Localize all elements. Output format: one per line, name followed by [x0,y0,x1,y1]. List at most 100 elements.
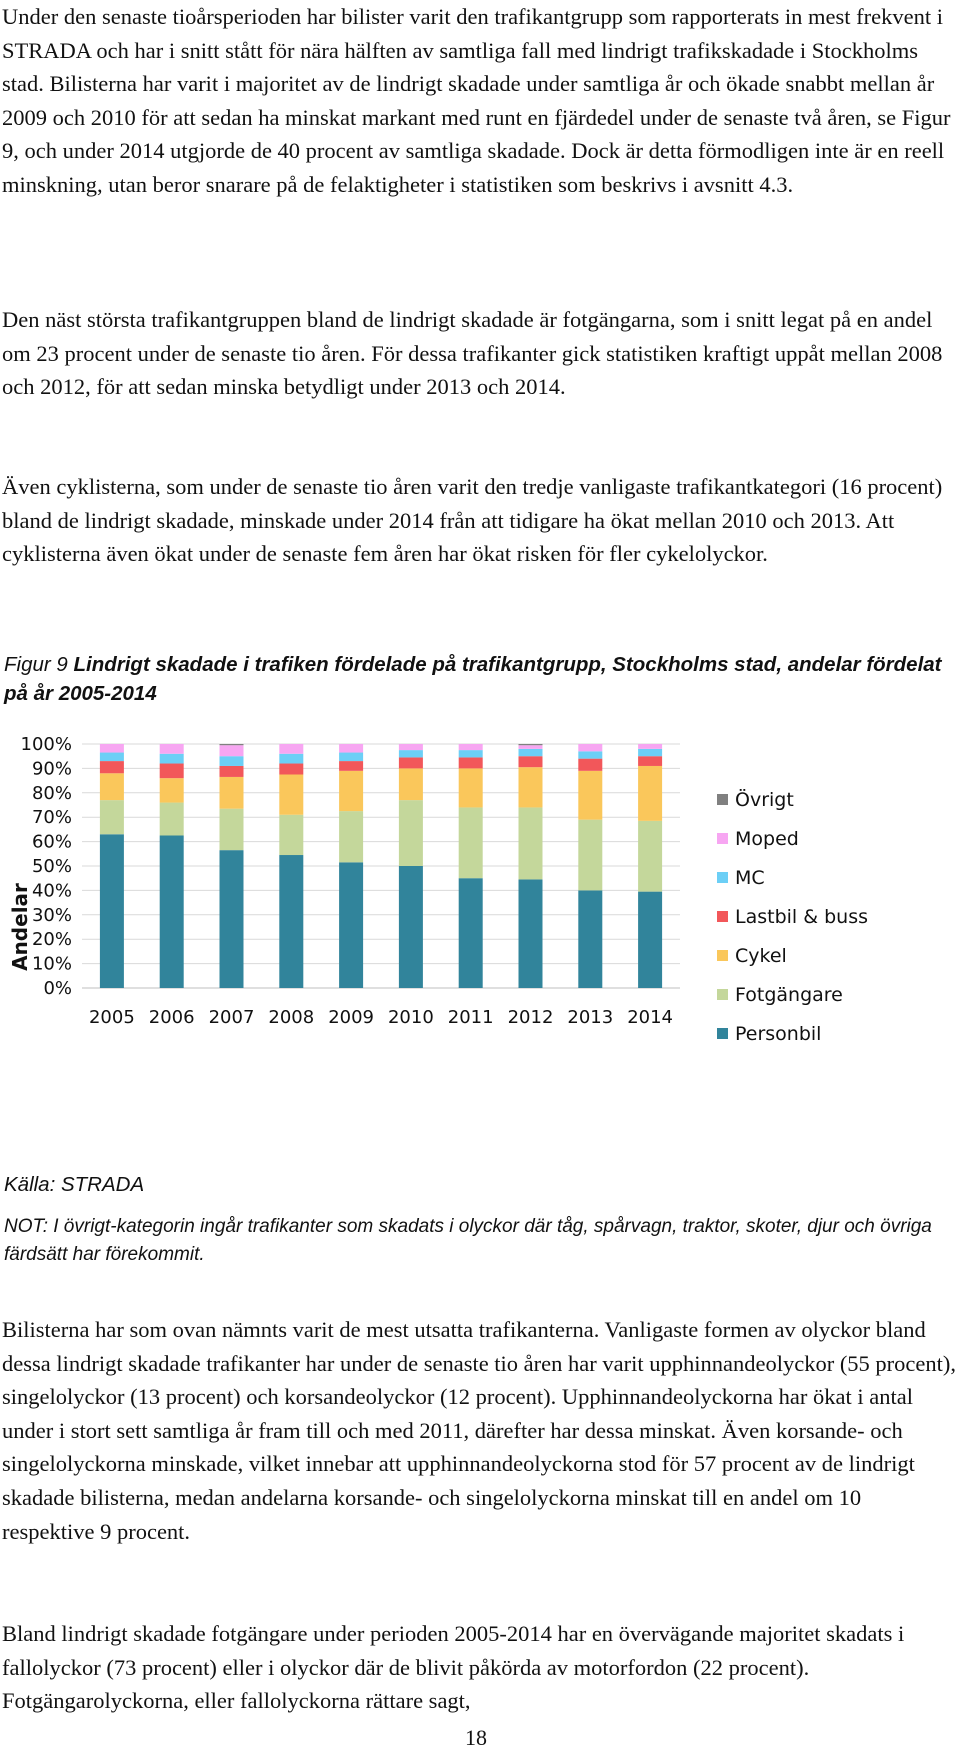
y-tick-label: 100% [21,734,72,755]
bar-segment-2012-personbil [518,879,543,988]
bar-segment-2007-moped [219,745,244,757]
bar-segment-2007-cykel [219,776,244,809]
x-tick-label: 2007 [209,1007,255,1028]
y-tick-label: 40% [32,880,72,901]
figure-note: NOT: I övrigt-kategorin ingår trafikante… [4,1216,932,1265]
bar-segment-2008-lastbil-buss [279,763,304,775]
bar-segment-2008-cykel [279,774,304,815]
bar-segment-2014-lastbil-buss [638,756,663,766]
y-tick-label: 20% [32,929,72,950]
bar-segment-2012-moped [518,745,543,749]
bar-segment-2005-cykel [99,773,124,801]
bar-segment-2009-moped [339,744,364,753]
bar-segment-2013-mc [578,751,603,759]
bar-segment-2005-personbil [99,834,124,988]
chart-x-ticks: 2005 2006 2007 2008 2009 2010 2011 2012 2013 2014 [89,1007,673,1028]
y-axis-label: Andelar [8,883,32,971]
bar-segment-2008-fotgängare [279,814,304,856]
bar-segment-2010-moped [398,744,423,751]
legend-label: Personbil [735,1023,821,1045]
bar-segment-2011-moped [458,744,483,751]
bar-segment-2006-personbil [159,835,184,988]
x-tick-label: 2006 [149,1007,195,1028]
bar-segment-2005-moped [99,744,124,753]
legend-swatch [717,1028,728,1039]
legend-label: MC [735,867,765,889]
bar-segment-2011-cykel [458,768,483,808]
bar-segment-2010-cykel [398,768,423,801]
bar-segment-2011-fotgängare [458,807,483,879]
legend-swatch [717,911,728,922]
bar-segment-2009-mc [339,752,364,762]
bar-segment-2007-övrigt [219,744,244,746]
bar-segment-2009-lastbil-buss [339,761,364,771]
bar-segment-2013-fotgängare [578,819,603,891]
bar-segment-2007-fotgängare [219,808,244,851]
bar-segment-2006-moped [159,744,184,754]
y-tick-label: 10% [32,954,72,975]
chart-bars [99,744,663,988]
y-tick-label: 50% [32,856,72,877]
bar-segment-2009-personbil [339,862,364,988]
x-tick-label: 2005 [89,1007,135,1028]
legend-swatch [717,989,728,1000]
x-tick-label: 2013 [567,1007,613,1028]
bar-segment-2008-moped [279,744,304,754]
y-tick-label: 90% [32,758,72,779]
bar-segment-2012-övrigt [518,744,543,746]
legend-swatch [717,833,728,844]
y-tick-label: 70% [32,807,72,828]
bar-segment-2006-cykel [159,778,184,803]
bar-segment-2010-personbil [398,866,423,988]
legend-swatch [717,950,728,961]
x-tick-label: 2011 [448,1007,494,1028]
bar-segment-2012-lastbil-buss [518,756,543,768]
bar-segment-2006-fotgängare [159,802,184,836]
bar-segment-2007-lastbil-buss [219,765,244,777]
chart-legend: Övrigt Moped MC Lastbil & buss Cykel Fotgänga… [717,788,868,1045]
bar-segment-2010-lastbil-buss [398,757,423,769]
bar-segment-2011-lastbil-buss [458,757,483,769]
bar-segment-2012-fotgängare [518,807,543,880]
paragraph-bilister: Under den senaste tioårsperioden har bil… [2,4,951,197]
bar-segment-2010-fotgängare [398,800,423,866]
figure-source: Källa: STRADA [4,1173,145,1196]
bar-segment-2013-personbil [578,890,603,988]
bar-segment-2013-lastbil-buss [578,758,603,771]
bar-segment-2011-mc [458,750,483,758]
figure-caption: Figur 9 Lindrigt skadade i trafiken förd… [4,650,954,708]
legend-label: Fotgängare [735,984,843,1006]
bar-segment-2012-cykel [518,767,543,808]
bar-segment-2007-personbil [219,850,244,988]
paragraph-olyckstyper-bilister: Bilisterna har som ovan nämnts varit de … [2,1317,957,1544]
bar-segment-2013-cykel [578,770,603,820]
bar-segment-2014-cykel [638,765,663,821]
x-tick-label: 2008 [268,1007,314,1028]
x-tick-label: 2009 [328,1007,374,1028]
paragraph-fotgangare: Den näst största trafikantgruppen bland … [2,307,943,400]
legend-swatch [717,794,728,805]
legend-label: Lastbil & buss [735,906,868,928]
paragraph-fotgangare-olyckor: Bland lindrigt skadade fotgängare under … [2,1621,905,1714]
bar-segment-2014-mc [638,748,663,757]
bar-segment-2014-fotgängare [638,820,663,892]
bar-segment-2007-mc [219,756,244,766]
bar-segment-2005-fotgängare [99,800,124,835]
legend-label: Cykel [735,945,787,967]
y-tick-label: 0% [43,978,72,999]
bar-segment-2012-mc [518,748,543,757]
bar-segment-2005-mc [99,752,124,762]
bar-segment-2005-lastbil-buss [99,761,124,774]
x-tick-label: 2014 [627,1007,673,1028]
bar-segment-2013-moped [578,744,603,752]
bar-segment-2010-mc [398,750,423,758]
bar-segment-2009-fotgängare [339,811,364,863]
legend-swatch [717,872,728,883]
bar-segment-2006-lastbil-buss [159,763,184,779]
page-number: 18 [465,1725,487,1750]
bar-segment-2008-mc [279,753,304,764]
y-tick-label: 60% [32,832,72,853]
bar-segment-2011-personbil [458,878,483,988]
paragraph-cyklister: Även cyklisterna, som under de senaste t… [2,474,943,567]
x-tick-label: 2012 [508,1007,554,1028]
